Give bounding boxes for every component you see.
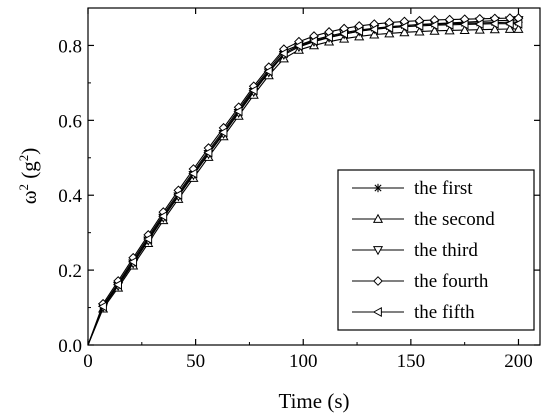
data-point: [293, 40, 303, 51]
data-point: [158, 211, 168, 222]
data-point: [384, 22, 394, 33]
x-tick-label: 50: [186, 351, 205, 372]
data-point: [429, 25, 440, 35]
data-point: [384, 28, 395, 38]
legend-label: the first: [414, 178, 473, 199]
legend-marker: [373, 276, 383, 286]
x-tick-label: 200: [504, 351, 533, 372]
axis-ticks: 0 50 100 150 200 0.0 0.2 0.4 0.6 0.8: [58, 7, 540, 372]
data-point: [369, 24, 379, 35]
data-point: [203, 147, 213, 158]
data-point: [248, 85, 258, 96]
x-axis-title: Time (s): [279, 389, 350, 413]
data-point: [474, 19, 484, 30]
data-point: [513, 23, 524, 33]
data-point: [233, 106, 243, 117]
data-point: [414, 20, 424, 32]
y-tick-label: 0.2: [58, 261, 82, 282]
y-axis-title: ω2 (g2): [16, 148, 41, 205]
data-point: [444, 25, 455, 35]
y-axis-title-end: ): [17, 148, 41, 155]
series-layer: [87, 13, 524, 346]
data-point: [399, 27, 410, 37]
y-tick-label: 0.8: [58, 36, 82, 57]
data-point: [474, 24, 485, 34]
data-point: [414, 26, 425, 36]
data-point: [218, 127, 228, 138]
data-point: [459, 19, 469, 30]
legend: the first the second the third the fourth th…: [337, 169, 535, 331]
y-axis-title-exp1: 2: [16, 184, 31, 191]
legend-label: the fourth: [414, 271, 489, 292]
data-point: [127, 256, 138, 267]
data-point: [97, 301, 107, 312]
data-point: [459, 24, 470, 34]
x-tick-label: 150: [397, 351, 426, 372]
data-point: [323, 32, 333, 43]
y-tick-label: 0.6: [58, 111, 82, 132]
data-point: [399, 21, 409, 32]
x-tick-label: 100: [289, 351, 318, 372]
y-tick-label: 0.0: [58, 336, 82, 357]
data-point: [429, 20, 439, 31]
data-point: [308, 35, 318, 47]
y-tick-label: 0.4: [58, 186, 82, 207]
data-point: [353, 26, 364, 37]
data-point: [143, 233, 153, 245]
data-point: [489, 24, 500, 34]
legend-marker: [372, 213, 384, 223]
data-point: [504, 18, 514, 29]
legend-label: the fifth: [414, 302, 475, 323]
legend-label: the second: [414, 209, 495, 230]
data-point: [173, 189, 183, 200]
data-point: [338, 28, 348, 39]
series-5: [87, 18, 523, 346]
legend-marker: [373, 183, 383, 193]
data-point: [504, 23, 515, 33]
x-tick-label: 0: [83, 351, 93, 372]
data-point: [278, 48, 288, 59]
y-axis-title-main: ω: [17, 190, 41, 204]
data-point: [489, 18, 499, 29]
legend-marker: [372, 246, 384, 256]
legend-label: the third: [414, 240, 478, 261]
data-point: [112, 279, 122, 290]
data-point: [444, 19, 454, 30]
plot-frame: [87, 7, 541, 346]
data-point: [513, 18, 523, 29]
y-axis-title-exp2: 2: [16, 155, 31, 162]
data-point: [263, 66, 273, 77]
y-axis-title-mid: (g: [17, 161, 41, 184]
data-point: [188, 168, 198, 179]
legend-marker: [372, 306, 382, 318]
